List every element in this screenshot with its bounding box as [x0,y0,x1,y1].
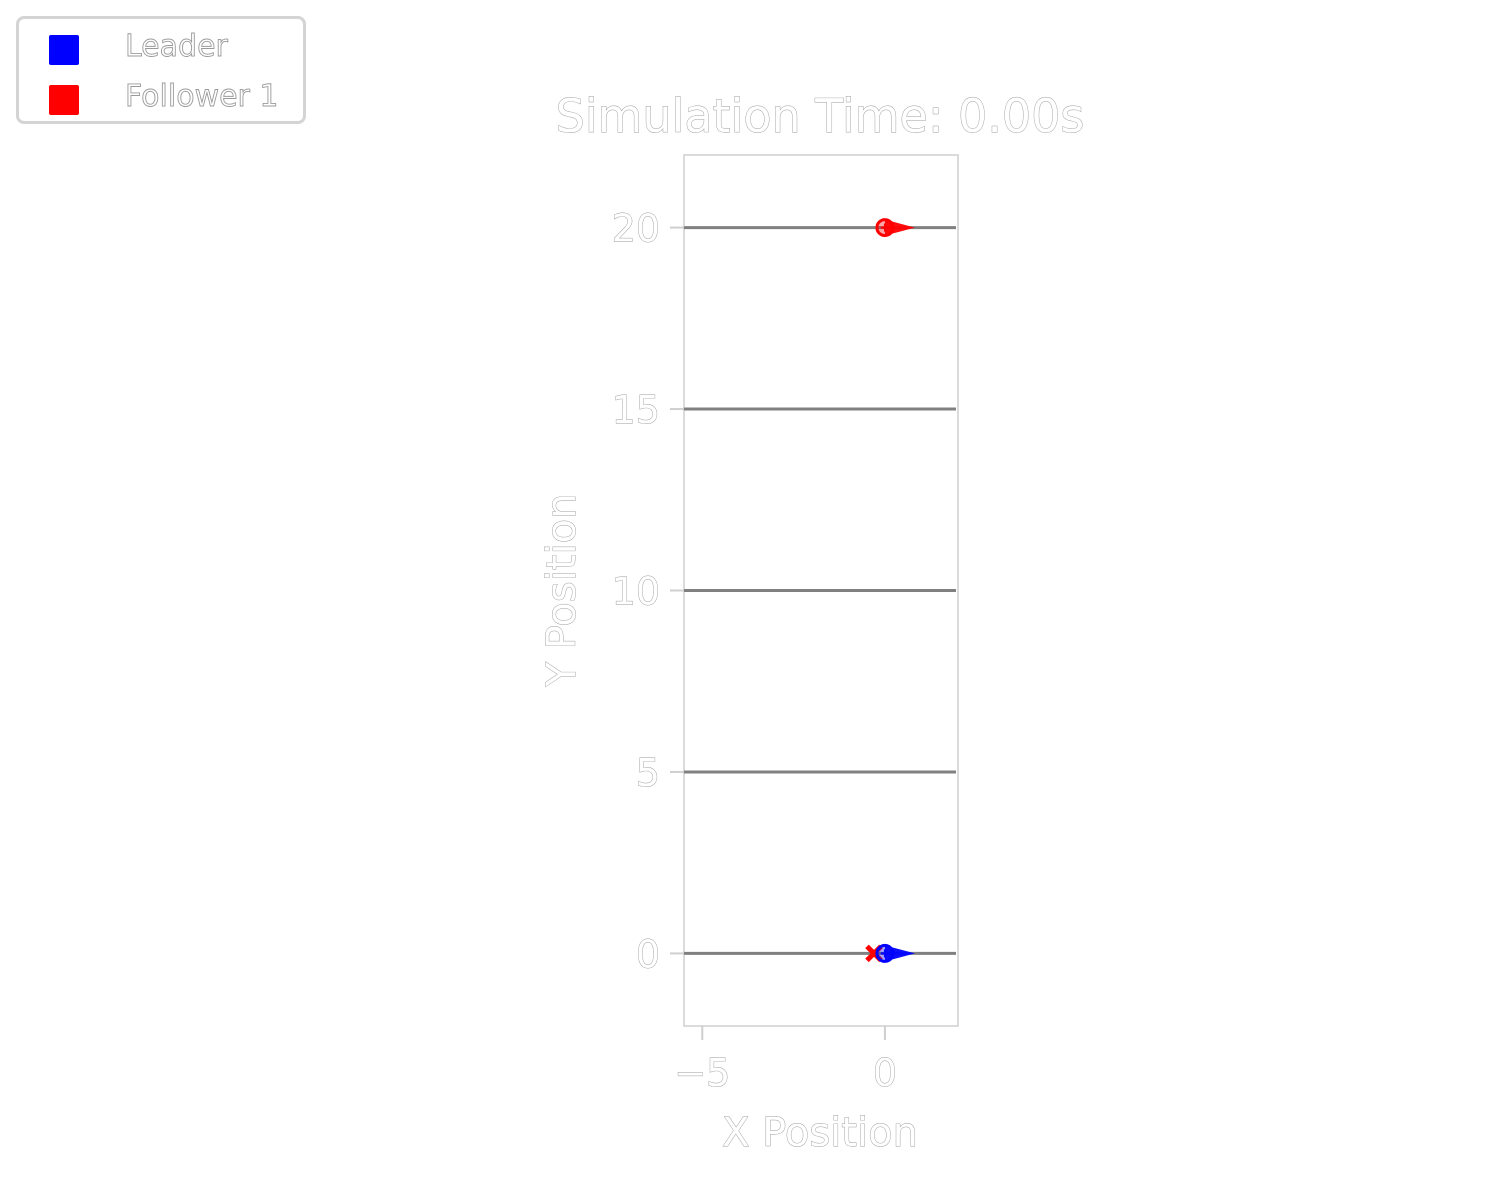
agent-marker-1 [875,218,915,238]
legend-swatch-follower [49,85,79,115]
data-marks [865,218,915,963]
y-tick-label-4: 20 [612,207,660,251]
legend-label-follower: Follower 1 [125,79,279,115]
legend-swatch-leader [49,35,79,65]
y-tick-label-1: 5 [636,751,660,795]
chart-title: Simulation Time: 0.00s [556,89,1085,143]
legend: Leader Follower 1 [16,16,306,124]
x-axis-label: X Position [722,1110,918,1156]
x-tick-label-0: −5 [674,1051,730,1095]
y-tick-label-0: 0 [636,932,660,976]
agent-marker-0 [875,943,915,963]
y-axis-ticks: 0 5 10 15 20 [611,206,684,977]
legend-label-leader: Leader [125,29,229,65]
x-tick-label-1: 0 [873,1051,897,1095]
x-axis-ticks: −5 0 [674,1026,897,1095]
y-tick-label-3: 15 [612,388,660,432]
y-tick-label-2: 10 [612,570,660,614]
y-axis-label: Y Position [539,494,585,688]
